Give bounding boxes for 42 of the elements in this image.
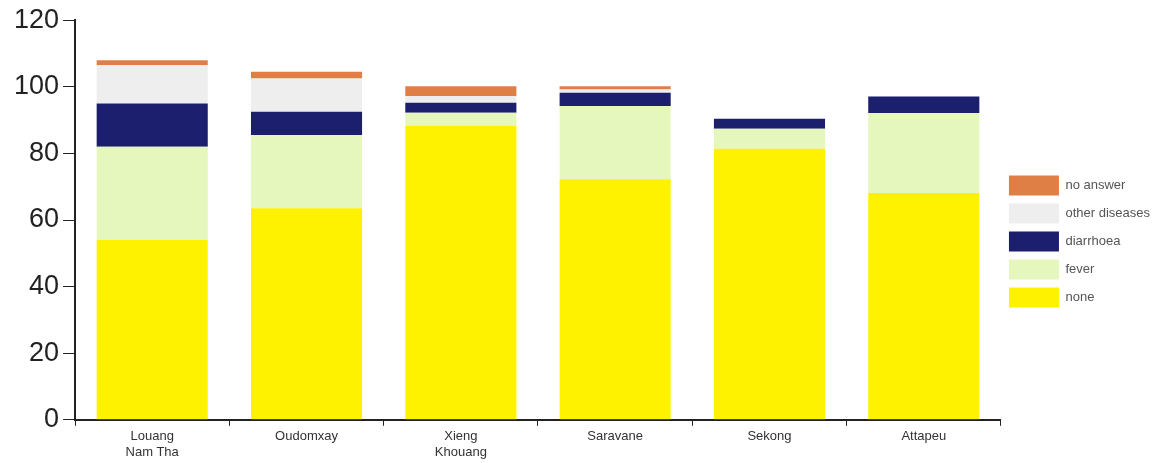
y-tick-label: 100 [13,70,60,101]
legend-label: none [1065,289,1095,305]
bar [713,118,826,129]
bar [559,92,671,107]
y-tick-label: 80 [29,136,60,167]
bar [250,135,363,209]
legend-label: diarrhoea [1065,233,1122,249]
x-tick-label: Louang Nam Tha [125,428,180,459]
legend-label: fever [1065,261,1096,277]
bar [96,239,208,420]
legend-label: other diseases [1065,205,1151,221]
bar [559,106,671,180]
y-tick-label: 0 [44,403,60,434]
legend-label: no answer [1065,177,1127,193]
x-tick-label: Sekong [747,428,792,444]
bar [96,65,208,104]
bar [250,78,363,112]
bar [250,71,363,79]
y-tick-label: 40 [29,270,60,301]
bar [713,148,826,420]
bar [405,86,517,97]
bar [405,96,517,103]
bar [868,113,980,194]
bar [713,128,826,149]
bar [96,60,208,66]
x-tick-label: Xieng Khouang [434,428,487,459]
bar [405,112,517,126]
bar [405,102,517,113]
bar [96,103,208,147]
x-tick-label: Oudomxay [275,428,339,444]
bar [250,208,363,420]
bar [250,111,363,136]
y-tick-label: 20 [29,336,60,367]
x-tick-label: Saravane [587,428,643,444]
y-tick-label: 60 [29,203,60,234]
bar [868,96,980,114]
bar [405,125,517,420]
bar [96,146,208,240]
y-tick-label: 120 [13,3,60,34]
bar [559,179,671,420]
x-tick-label: Attapeu [901,428,947,444]
bar [868,193,980,420]
